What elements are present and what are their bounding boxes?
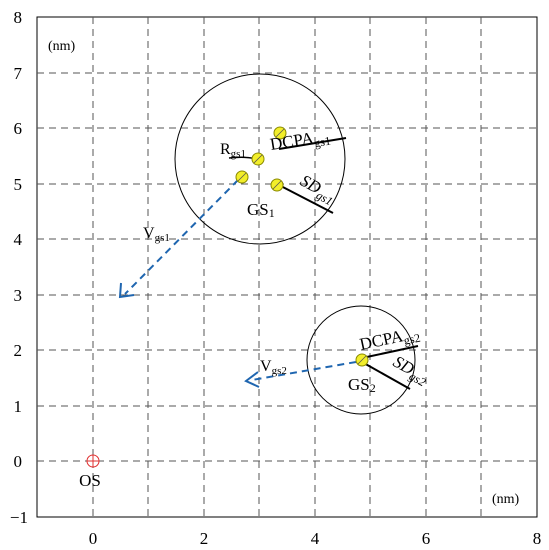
gs2-label: GS2 — [348, 375, 376, 395]
y-tick-label: 8 — [14, 8, 23, 27]
gs2-group — [244, 305, 419, 415]
y-tick-label: −1 — [10, 508, 28, 527]
gs1-group — [118, 73, 347, 299]
y-tick-label: 0 — [14, 452, 23, 471]
y-tick-label: 1 — [14, 397, 23, 416]
x-tick-label: 8 — [533, 529, 542, 548]
y-tick-labels: 8 7 6 5 4 3 2 1 0 −1 — [10, 8, 28, 527]
ownship-label: OS — [79, 471, 101, 490]
x-tick-label: 4 — [311, 529, 320, 548]
x-tick-label: 6 — [422, 529, 431, 548]
y-tick-label: 6 — [14, 119, 23, 138]
y-tick-label: 5 — [14, 175, 23, 194]
x-unit-label: (nm) — [492, 492, 520, 507]
x-tick-label: 0 — [89, 529, 98, 548]
y-unit-label: (nm) — [48, 39, 76, 54]
gs2-velocity-arrowhead — [244, 371, 260, 388]
gs1-velocity-arrowhead — [118, 282, 135, 299]
ownship-marker — [86, 454, 100, 468]
gs1-boundary-circle — [174, 73, 346, 245]
gs1-velocity-vector — [124, 179, 239, 295]
x-tick-label: 2 — [200, 529, 209, 548]
plot-frame — [36, 16, 538, 518]
gs1-dcpa-line — [278, 137, 347, 150]
grid — [37, 17, 537, 517]
y-tick-label: 2 — [14, 341, 23, 360]
gs1-velocity-label: Vgs1 — [143, 225, 170, 244]
x-tick-labels: 0 2 4 6 8 — [89, 529, 542, 548]
y-tick-label: 3 — [14, 286, 23, 305]
gs2-velocity-vector — [251, 361, 357, 381]
gs1-r-label: Rgs1 — [220, 141, 246, 160]
gs1-label: GS1 — [247, 200, 275, 220]
gs2-dcpa-line — [361, 345, 419, 359]
gs2-sd-line — [361, 361, 411, 390]
y-tick-label: 4 — [14, 230, 23, 249]
gs2-boundary-circle — [306, 305, 416, 415]
y-tick-label: 7 — [14, 64, 23, 83]
gs2-velocity-label: Vgs2 — [260, 358, 287, 377]
gs1-sd-line — [276, 183, 334, 214]
